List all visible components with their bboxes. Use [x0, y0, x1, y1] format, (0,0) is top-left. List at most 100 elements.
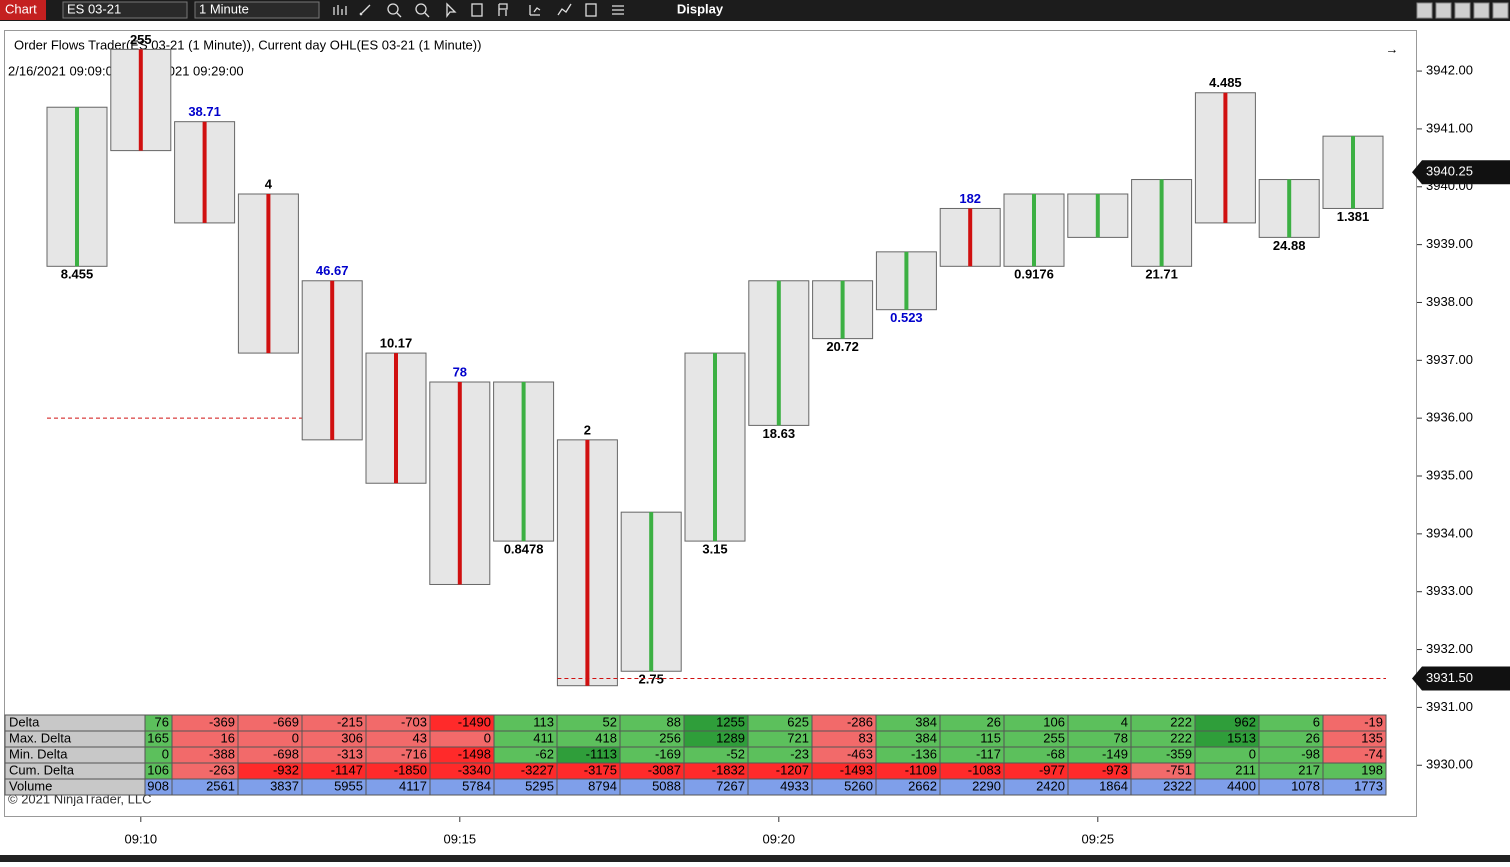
stats-value: 255 — [1043, 730, 1065, 745]
instrument-select[interactable] — [62, 1, 188, 19]
y-tick-label: 3937.00 — [1426, 352, 1473, 367]
stats-value: -52 — [726, 746, 745, 761]
stats-value: 625 — [787, 714, 809, 729]
stats-value: -463 — [847, 746, 873, 761]
y-tick-label: 3938.00 — [1426, 294, 1473, 309]
bar-label: 24.88 — [1273, 238, 1306, 253]
stats-value: 0 — [162, 746, 169, 761]
stats-value: 0 — [1249, 746, 1256, 761]
stats-value: 16 — [221, 730, 235, 745]
stats-value: -1147 — [331, 762, 363, 777]
chart-title: Order Flows Trader(ES 03-21 (1 Minute)),… — [14, 37, 481, 52]
stats-value: -369 — [209, 714, 235, 729]
stats-value: -669 — [273, 714, 299, 729]
y-tick-label: 3934.00 — [1426, 525, 1473, 540]
bar-label: 2.75 — [639, 672, 664, 687]
bar-label: 46.67 — [316, 263, 349, 278]
stats-value: 5260 — [844, 778, 873, 793]
y-tick-label: 3933.00 — [1426, 583, 1473, 598]
stats-value: -1490 — [458, 714, 491, 729]
bar-label: 0.523 — [890, 310, 923, 325]
stats-value: -698 — [273, 746, 299, 761]
y-tick-label: 3941.00 — [1426, 120, 1473, 135]
stats-value: 721 — [787, 730, 809, 745]
stats-value: 908 — [147, 778, 169, 793]
stats-value: 26 — [987, 714, 1001, 729]
bar-label: 18.63 — [763, 426, 796, 441]
stats-value: -23 — [790, 746, 809, 761]
stats-value: 4933 — [780, 778, 809, 793]
stats-value: -149 — [1102, 746, 1128, 761]
x-tick-label: 09:10 — [125, 831, 158, 846]
window-buttons[interactable] — [1416, 2, 1509, 19]
stats-value: 106 — [147, 762, 169, 777]
bar-label: 1.381 — [1337, 209, 1370, 224]
stats-value: 3837 — [270, 778, 299, 793]
bar-label: 3.15 — [702, 542, 727, 557]
stats-value: 5295 — [525, 778, 554, 793]
stats-value: 83 — [859, 730, 873, 745]
stats-value: 384 — [915, 714, 937, 729]
stats-value: 1255 — [716, 714, 745, 729]
stats-cell — [1322, 778, 1387, 796]
x-tick-label: 09:25 — [1082, 831, 1115, 846]
stats-value: 256 — [659, 730, 681, 745]
stats-value: -1493 — [840, 762, 873, 777]
stats-value: 1773 — [1354, 778, 1383, 793]
bar-label: 0.8478 — [504, 542, 544, 557]
stats-value: -1207 — [776, 762, 809, 777]
stats-value: -703 — [401, 714, 427, 729]
stats-value: -263 — [209, 762, 235, 777]
instrument: ES 03-21 — [67, 1, 121, 16]
stats-value: -98 — [1301, 746, 1320, 761]
y-tick-label: 3931.00 — [1426, 699, 1473, 714]
y-tick-label: 3942.00 — [1426, 63, 1473, 78]
y-tick-label: 3936.00 — [1426, 410, 1473, 425]
stats-value: 88 — [667, 714, 681, 729]
bar-label: 38.71 — [188, 104, 221, 119]
stats-value: 106 — [1043, 714, 1065, 729]
arrow[interactable]: → — [1386, 41, 1399, 56]
price-marker — [1412, 666, 1510, 691]
stats-value: 418 — [595, 730, 617, 745]
interval-select[interactable] — [194, 1, 320, 19]
chart-tab[interactable] — [0, 0, 46, 20]
price-marker-label: 3931.50 — [1426, 670, 1473, 685]
y-tick-label: 3930.00 — [1426, 757, 1473, 772]
stats-value: 1078 — [1291, 778, 1320, 793]
stats-value: 5955 — [334, 778, 363, 793]
toolbar — [0, 0, 1510, 21]
stats-value: -117 — [976, 746, 1001, 761]
stats-value: 2662 — [908, 778, 937, 793]
toolbar-icons[interactable] — [333, 2, 624, 18]
stats-value: 1864 — [1099, 778, 1128, 793]
bottom-bar — [0, 855, 1510, 862]
stats-value: 0 — [292, 730, 299, 745]
bar-label: 20.72 — [826, 339, 859, 354]
stats-value: -1113 — [586, 746, 617, 761]
stats-value: 962 — [1234, 714, 1256, 729]
stats-value: 2322 — [1163, 778, 1192, 793]
stats-value: 2561 — [206, 778, 235, 793]
stats-value: 26 — [1306, 730, 1320, 745]
stats-row-label: Delta — [9, 714, 40, 729]
price-marker — [1412, 160, 1510, 185]
x-tick-label: 09:15 — [444, 831, 477, 846]
stats-value: -74 — [1364, 746, 1383, 761]
stats-value: -286 — [847, 714, 873, 729]
stats-value: 1289 — [716, 730, 745, 745]
bar-label: 10.17 — [380, 336, 413, 351]
y-tick-label: 3932.00 — [1426, 641, 1473, 656]
stats-value: 411 — [533, 730, 554, 745]
stats-value: 5088 — [652, 778, 681, 793]
stats-value: 135 — [1361, 730, 1383, 745]
stats-value: 78 — [1114, 730, 1128, 745]
bar-label: 4 — [265, 176, 273, 191]
stats-value: 306 — [341, 730, 363, 745]
stats-value: -388 — [209, 746, 235, 761]
stats-value: -3087 — [648, 762, 681, 777]
display-menu[interactable]: Display — [677, 1, 724, 16]
stats-value: 2420 — [1036, 778, 1065, 793]
stats-value: 7267 — [716, 778, 745, 793]
